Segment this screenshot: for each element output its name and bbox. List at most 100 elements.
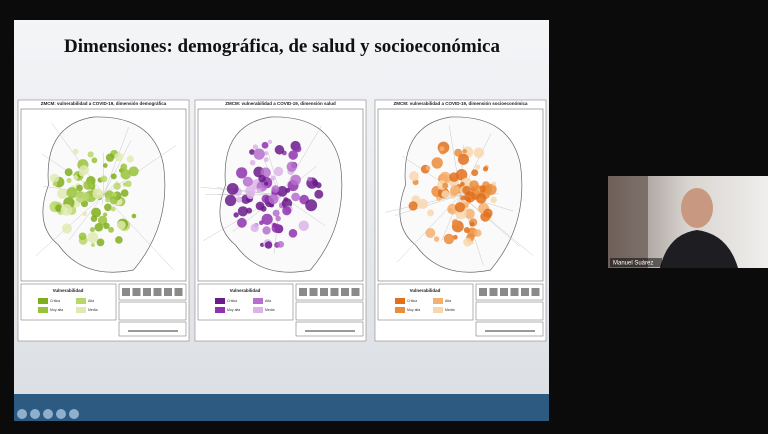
vulnerability-area xyxy=(258,174,266,183)
scale-box xyxy=(295,321,364,337)
vulnerability-area xyxy=(105,197,111,203)
notes-box xyxy=(475,301,544,321)
logo xyxy=(500,288,508,296)
vulnerability-area xyxy=(275,215,281,222)
scale-box xyxy=(475,321,544,337)
vulnerability-area xyxy=(252,144,259,150)
vulnerability-area xyxy=(91,157,98,164)
vulnerability-area xyxy=(270,175,276,181)
vulnerability-area xyxy=(117,220,126,230)
legend-swatch xyxy=(395,307,405,313)
door xyxy=(608,176,648,268)
menu-button[interactable] xyxy=(43,409,53,419)
logo xyxy=(531,288,540,296)
vulnerability-area xyxy=(425,227,436,238)
legend-title: Vulnerabilidad xyxy=(410,288,441,293)
vulnerability-area xyxy=(115,236,123,244)
logo xyxy=(122,288,130,296)
toolbar-buttons[interactable] xyxy=(17,409,79,419)
vulnerability-area xyxy=(76,184,83,192)
vulnerability-area xyxy=(307,176,313,182)
legend-label: Media xyxy=(445,308,455,312)
logo xyxy=(351,288,360,296)
vulnerability-area xyxy=(459,181,465,187)
vulnerability-area xyxy=(464,208,475,219)
vulnerability-area xyxy=(271,223,281,233)
road xyxy=(460,194,521,247)
road xyxy=(441,194,461,241)
vulnerability-area xyxy=(462,149,467,154)
vulnerability-area xyxy=(439,146,445,152)
vulnerability-area xyxy=(485,183,497,196)
vulnerability-area xyxy=(57,188,68,199)
vulnerability-area xyxy=(276,186,288,197)
legend-box xyxy=(377,283,474,321)
vulnerability-area xyxy=(253,148,265,160)
notes-box xyxy=(118,301,187,321)
vulnerability-area xyxy=(457,153,469,165)
map-panel: ZMCM: vulnerabilidad a COVID-19, dimensi… xyxy=(374,99,547,342)
vulnerability-area xyxy=(103,222,110,230)
vulnerability-area xyxy=(92,188,104,200)
vulnerability-area xyxy=(433,236,440,242)
vulnerability-area xyxy=(52,181,58,187)
vulnerability-area xyxy=(417,198,428,209)
logo xyxy=(153,288,162,296)
logo xyxy=(330,288,339,296)
logo xyxy=(489,288,498,296)
legend-swatch xyxy=(76,298,86,304)
legend-swatch xyxy=(395,298,405,304)
vulnerability-area xyxy=(249,149,255,155)
vulnerability-area xyxy=(78,232,87,241)
vulnerability-area xyxy=(475,193,487,204)
map-panel: ZMCM: vulnerabilidad a COVID-19, dimensi… xyxy=(194,99,367,342)
legend-title: Vulnerabilidad xyxy=(53,288,84,293)
vulnerability-area xyxy=(103,212,108,217)
logo xyxy=(143,288,151,296)
vulnerability-area xyxy=(96,238,105,247)
vulnerability-area xyxy=(263,151,269,156)
vulnerability-area xyxy=(441,190,450,198)
legend-label: Muy alta xyxy=(407,308,420,312)
vulnerability-area xyxy=(274,145,285,155)
vulnerability-area xyxy=(431,157,443,169)
road xyxy=(101,194,104,205)
vulnerability-area xyxy=(89,227,95,233)
vulnerability-area xyxy=(100,175,108,183)
logo xyxy=(309,288,318,296)
next-button[interactable] xyxy=(69,409,79,419)
vulnerability-area xyxy=(315,182,322,189)
prev-button[interactable] xyxy=(17,409,27,419)
vulnerability-area xyxy=(83,180,93,190)
vulnerability-area xyxy=(102,163,108,168)
legend-swatch xyxy=(433,307,443,313)
legend-swatch xyxy=(215,307,225,313)
vulnerability-area xyxy=(233,212,239,218)
person-body xyxy=(660,230,738,268)
legend-label: Alta xyxy=(445,299,451,303)
legend-swatch xyxy=(38,298,48,304)
vulnerability-area xyxy=(66,177,72,183)
vulnerability-area xyxy=(469,180,479,190)
slide-title: Dimensiones: demográfica, de salud y soc… xyxy=(64,36,500,57)
name-tag xyxy=(610,258,662,267)
vulnerability-area xyxy=(314,189,324,199)
vulnerability-area xyxy=(114,152,124,162)
vulnerability-area xyxy=(108,226,114,233)
vulnerability-area xyxy=(271,185,280,193)
vulnerability-area xyxy=(113,182,121,190)
vulnerability-area xyxy=(471,169,479,177)
pen-button[interactable] xyxy=(30,409,40,419)
vulnerability-area xyxy=(72,148,79,155)
vulnerability-area xyxy=(294,145,302,153)
vulnerability-area xyxy=(263,181,269,186)
vulnerability-area xyxy=(128,166,139,177)
zoom-button[interactable] xyxy=(56,409,66,419)
vulnerability-area xyxy=(409,171,419,182)
vulnerability-area xyxy=(427,209,435,217)
road xyxy=(103,194,174,271)
legend-label: Alta xyxy=(265,299,271,303)
logo xyxy=(320,288,328,296)
vulnerability-area xyxy=(82,211,87,217)
